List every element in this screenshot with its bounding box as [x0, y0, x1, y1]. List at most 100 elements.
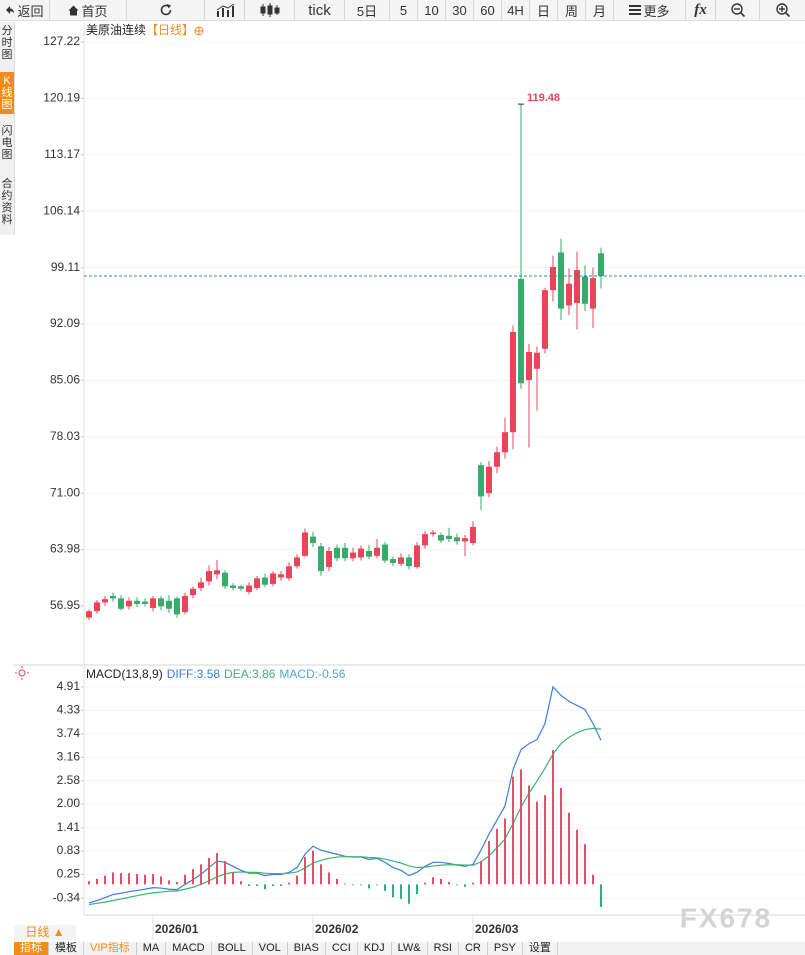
button-label: 4H: [507, 2, 524, 18]
period-button[interactable]: 5日: [345, 0, 390, 20]
candle-body: [398, 557, 404, 564]
sidebar-tab[interactable]: 分时图: [1, 25, 13, 61]
y-tick-label: 1.41: [57, 820, 81, 834]
period-button[interactable]: 周: [558, 0, 586, 20]
more-button[interactable]: 更多: [614, 0, 686, 20]
sidebar-tab[interactable]: 闪电图: [1, 125, 13, 161]
back-icon: [6, 6, 15, 14]
candle-body: [310, 536, 316, 543]
x-tick-label: 2026/02: [315, 922, 359, 936]
button-label: 首页: [81, 3, 108, 19]
candle-body: [134, 600, 140, 604]
indicator-tab[interactable]: CR: [459, 942, 488, 955]
button-label: 周: [564, 3, 578, 19]
button-label: tick: [308, 1, 331, 19]
indicator-tab[interactable]: 模板: [49, 942, 84, 955]
period-button[interactable]: 5: [390, 0, 418, 20]
candle-body: [182, 595, 188, 612]
indicator-tab[interactable]: BIAS: [288, 942, 326, 955]
legend-entry: MACD:-0.56: [279, 667, 345, 681]
candle-body: [414, 545, 420, 568]
legend-entry: DEA:3.86: [224, 667, 276, 681]
candle-body: [526, 351, 532, 381]
candle-body: [110, 595, 116, 599]
candle-body: [254, 578, 260, 588]
indicator-tab[interactable]: 设置: [523, 942, 558, 955]
indicator-tab[interactable]: 指标: [14, 942, 49, 955]
chart-style-button[interactable]: [205, 0, 245, 20]
period-button[interactable]: 4H: [502, 0, 530, 20]
candle-body: [270, 573, 276, 584]
candle-body: [342, 547, 348, 559]
x-tick-label: 2026/03: [475, 922, 519, 936]
candle-body: [518, 278, 524, 384]
x-tick-label: 2026/01: [155, 922, 199, 936]
candle-body: [158, 598, 164, 607]
home-button[interactable]: 首页: [50, 0, 127, 20]
candle-body: [590, 278, 596, 309]
button-label: 月: [592, 3, 606, 19]
y-tick-label: 113.17: [44, 147, 80, 161]
candle-body: [262, 577, 268, 585]
sidebar-tab[interactable]: K线图: [0, 72, 14, 114]
macd-legend: MACD(13,8,9) DIFF:3.58 DEA:3.86 MACD:-0.56: [86, 667, 346, 681]
indicator-tab[interactable]: CCI: [326, 942, 358, 955]
candle-body: [494, 452, 500, 467]
candle-body: [214, 570, 220, 575]
candle-body: [230, 585, 236, 588]
refresh-button[interactable]: [127, 0, 205, 20]
legend-entry: DIFF:3.58: [167, 667, 221, 681]
period-button[interactable]: 10: [418, 0, 446, 20]
max-label: 119.48: [527, 92, 560, 104]
indicator-tab[interactable]: LW&: [392, 942, 428, 955]
y-tick-label: 63.98: [50, 542, 80, 556]
add-icon[interactable]: [194, 26, 204, 36]
indicator-tab[interactable]: KDJ: [358, 942, 392, 955]
zoom-out-button[interactable]: [716, 0, 760, 20]
indicator-tab[interactable]: MACD: [166, 942, 212, 955]
y-tick-label: 92.09: [50, 316, 80, 330]
button-label: 更多: [643, 3, 670, 19]
candle-body: [454, 537, 460, 542]
indicator-tab[interactable]: VOL: [253, 942, 288, 955]
period-button[interactable]: 30: [446, 0, 474, 20]
candle-style-button[interactable]: [245, 0, 295, 20]
y-tick-label: 85.06: [50, 373, 80, 387]
period-button[interactable]: 日: [530, 0, 558, 20]
candle-body: [438, 534, 444, 541]
period-button[interactable]: 月: [586, 0, 614, 20]
watermark: FX678: [680, 902, 773, 933]
formula-button[interactable]: fx: [686, 0, 716, 20]
candle-body: [382, 544, 388, 561]
indicator-tab[interactable]: PSY: [488, 942, 523, 955]
candle-body: [238, 586, 244, 589]
y-tick-label: -0.34: [53, 890, 81, 904]
sidebar-tab[interactable]: 合约资料: [1, 178, 13, 226]
candle-body: [574, 270, 580, 303]
candle-body: [286, 566, 292, 579]
back-button[interactable]: 返回: [0, 0, 50, 20]
indicator-tab[interactable]: BOLL: [212, 942, 253, 955]
candle-body: [542, 290, 548, 349]
y-tick-label: 78.03: [50, 429, 80, 443]
period-label: 【日线】: [146, 23, 194, 37]
settings-icon[interactable]: [15, 666, 29, 680]
indicator-tab[interactable]: MA: [137, 942, 167, 955]
y-tick-label: 99.11: [51, 260, 80, 274]
macd-title: MACD(13,8,9): [86, 667, 163, 681]
button-label: 5日: [356, 3, 378, 19]
candle-body: [318, 546, 324, 572]
tick-button[interactable]: tick: [295, 0, 345, 20]
indicator-tab[interactable]: RSI: [428, 942, 459, 955]
period-selector[interactable]: 日线 ▲: [14, 925, 76, 940]
y-tick-label: 3.74: [57, 726, 81, 740]
candle-body: [174, 598, 180, 615]
candle-body: [126, 600, 132, 607]
candle-body: [190, 588, 196, 596]
menu-icon: [629, 5, 642, 15]
period-button[interactable]: 60: [474, 0, 502, 20]
zoom-in-button[interactable]: [760, 0, 805, 20]
indicator-tab[interactable]: VIP指标: [84, 942, 137, 955]
